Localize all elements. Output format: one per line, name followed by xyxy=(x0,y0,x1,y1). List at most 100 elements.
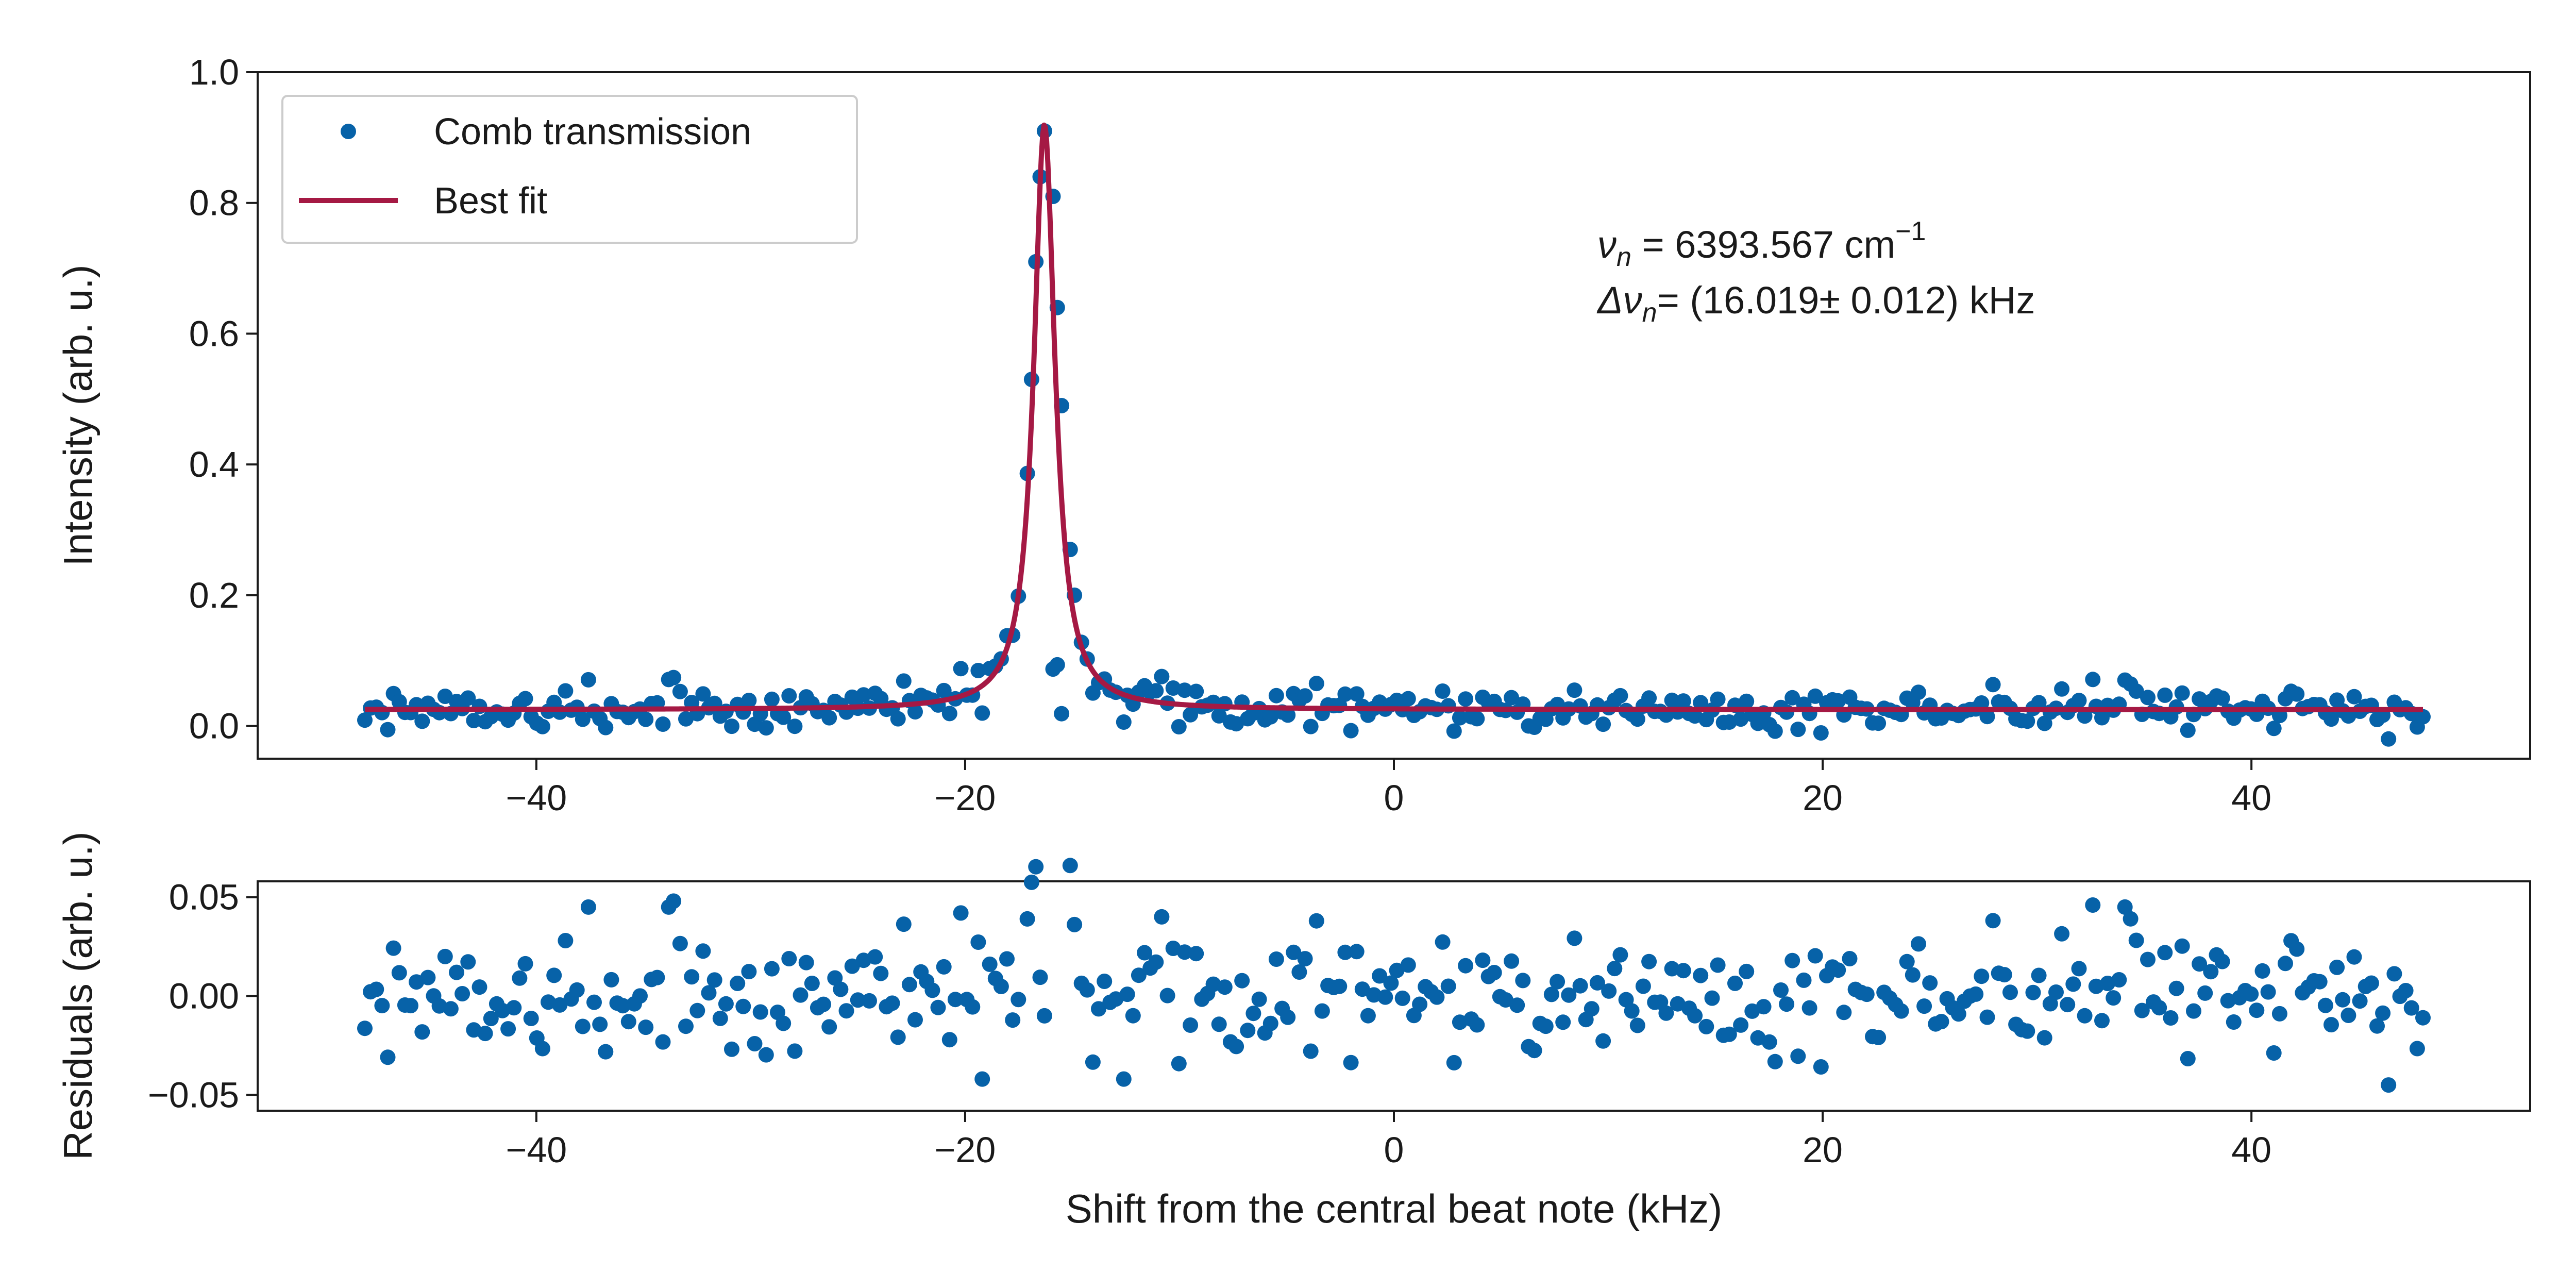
data-point xyxy=(2157,687,2173,703)
data-point xyxy=(764,691,780,707)
residual-point xyxy=(781,951,797,966)
residual-point xyxy=(2019,1023,2035,1039)
residual-point xyxy=(1813,1059,1829,1075)
residual-point xyxy=(1062,858,1078,874)
data-point xyxy=(1176,682,1192,698)
residual-point xyxy=(620,1014,636,1030)
residual-point xyxy=(1555,1014,1571,1030)
residual-point xyxy=(2346,949,2362,965)
data-point xyxy=(953,661,969,677)
residual-point xyxy=(1303,1043,1319,1059)
residual-point xyxy=(1922,975,1938,991)
residual-point xyxy=(2123,911,2139,927)
residual-point xyxy=(1905,967,1921,983)
residual-point xyxy=(1251,991,1267,1007)
residual-point xyxy=(2266,1045,2282,1061)
data-point xyxy=(781,688,797,704)
residual-point xyxy=(1131,967,1147,983)
annotation-delta-nu: Δν xyxy=(1596,279,1642,322)
residual-point xyxy=(1297,951,1313,967)
residual-point xyxy=(896,916,912,932)
data-point xyxy=(1871,715,1887,731)
residual-point xyxy=(1790,1048,1806,1064)
residual-point xyxy=(747,1036,763,1051)
data-point xyxy=(1784,690,1800,706)
residual-point xyxy=(2243,986,2259,1002)
data-point xyxy=(1435,683,1451,699)
residual-point xyxy=(1032,969,1048,985)
residual-point xyxy=(1394,990,1410,1006)
residual-point xyxy=(2352,993,2368,1009)
residual-point xyxy=(1859,986,1875,1002)
residual-point xyxy=(2271,1006,2287,1022)
data-point xyxy=(517,691,533,707)
residual-point xyxy=(1572,978,1588,994)
data-point xyxy=(2174,685,2190,701)
residual-point xyxy=(764,961,780,977)
residual-point xyxy=(2031,967,2047,983)
residual-point xyxy=(2329,959,2345,975)
residual-point xyxy=(838,1003,854,1019)
annotation-delta-nu-subscript: n xyxy=(1642,298,1657,328)
residual-point xyxy=(695,943,711,959)
residual-point xyxy=(2341,1008,2356,1023)
data-point xyxy=(1308,676,1324,692)
residual-point xyxy=(1933,1014,1949,1030)
residual-point xyxy=(862,993,877,1009)
residual-point xyxy=(598,1044,614,1060)
residual-point xyxy=(1440,978,1456,994)
data-point xyxy=(678,711,694,727)
data-point xyxy=(787,718,803,734)
data-point xyxy=(1612,688,1628,704)
residual-point xyxy=(2381,1077,2397,1093)
residual-point xyxy=(1023,874,1039,890)
residual-point xyxy=(1968,986,1984,1002)
residual-point xyxy=(1784,952,1800,968)
residual-point xyxy=(1343,1055,1359,1070)
residual-point xyxy=(632,988,648,1004)
residual-point xyxy=(1314,1003,1330,1019)
data-point xyxy=(2128,683,2144,699)
data-point xyxy=(936,682,952,698)
residual-point xyxy=(1412,996,1428,1012)
data-point xyxy=(1767,723,1783,739)
residual-point xyxy=(741,964,757,980)
data-point xyxy=(1985,677,2001,693)
residual-point xyxy=(2060,997,2076,1013)
residual-point xyxy=(678,1018,694,1034)
residual-point xyxy=(1085,1054,1101,1070)
residual-point xyxy=(776,1015,792,1031)
residual-point xyxy=(2054,926,2070,942)
data-point xyxy=(357,712,373,728)
residual-point xyxy=(974,1071,990,1087)
residual-point xyxy=(2369,1018,2385,1034)
residual-point xyxy=(586,994,602,1010)
residual-point xyxy=(575,1018,591,1034)
residual-point xyxy=(1635,978,1651,994)
residual-point xyxy=(1262,1015,1278,1031)
residual-point xyxy=(718,996,734,1012)
residual-point xyxy=(477,1026,493,1042)
residual-point xyxy=(1675,963,1691,979)
residual-point xyxy=(2375,1005,2391,1021)
residual-point xyxy=(1595,1033,1611,1049)
residual-point xyxy=(391,965,407,981)
residual-point xyxy=(1245,1006,1261,1022)
residual-point xyxy=(2260,984,2276,1000)
data-point xyxy=(2214,690,2230,706)
residual-point xyxy=(403,998,418,1014)
residual-point xyxy=(1349,944,1365,960)
residual-point xyxy=(1377,989,1393,1005)
residual-point xyxy=(1268,951,1284,967)
residual-point xyxy=(449,964,464,980)
main-panel: 0.0 0.2 0.4 0.6 0.8 1.0 −40 −20 0 20 40 Intensity… xyxy=(55,52,2531,818)
residual-point xyxy=(1497,992,1513,1008)
residual-point xyxy=(2409,1041,2425,1057)
residual-point xyxy=(730,976,746,991)
fit-annotation: νn = 6393.567 cm−1 Δνn= (16.019± 0.012) … xyxy=(1596,216,2035,328)
data-point xyxy=(1148,683,1164,699)
residual-point xyxy=(1796,972,1812,988)
data-point xyxy=(2415,709,2431,725)
residual-point xyxy=(558,933,574,948)
residual-point xyxy=(758,1047,774,1063)
